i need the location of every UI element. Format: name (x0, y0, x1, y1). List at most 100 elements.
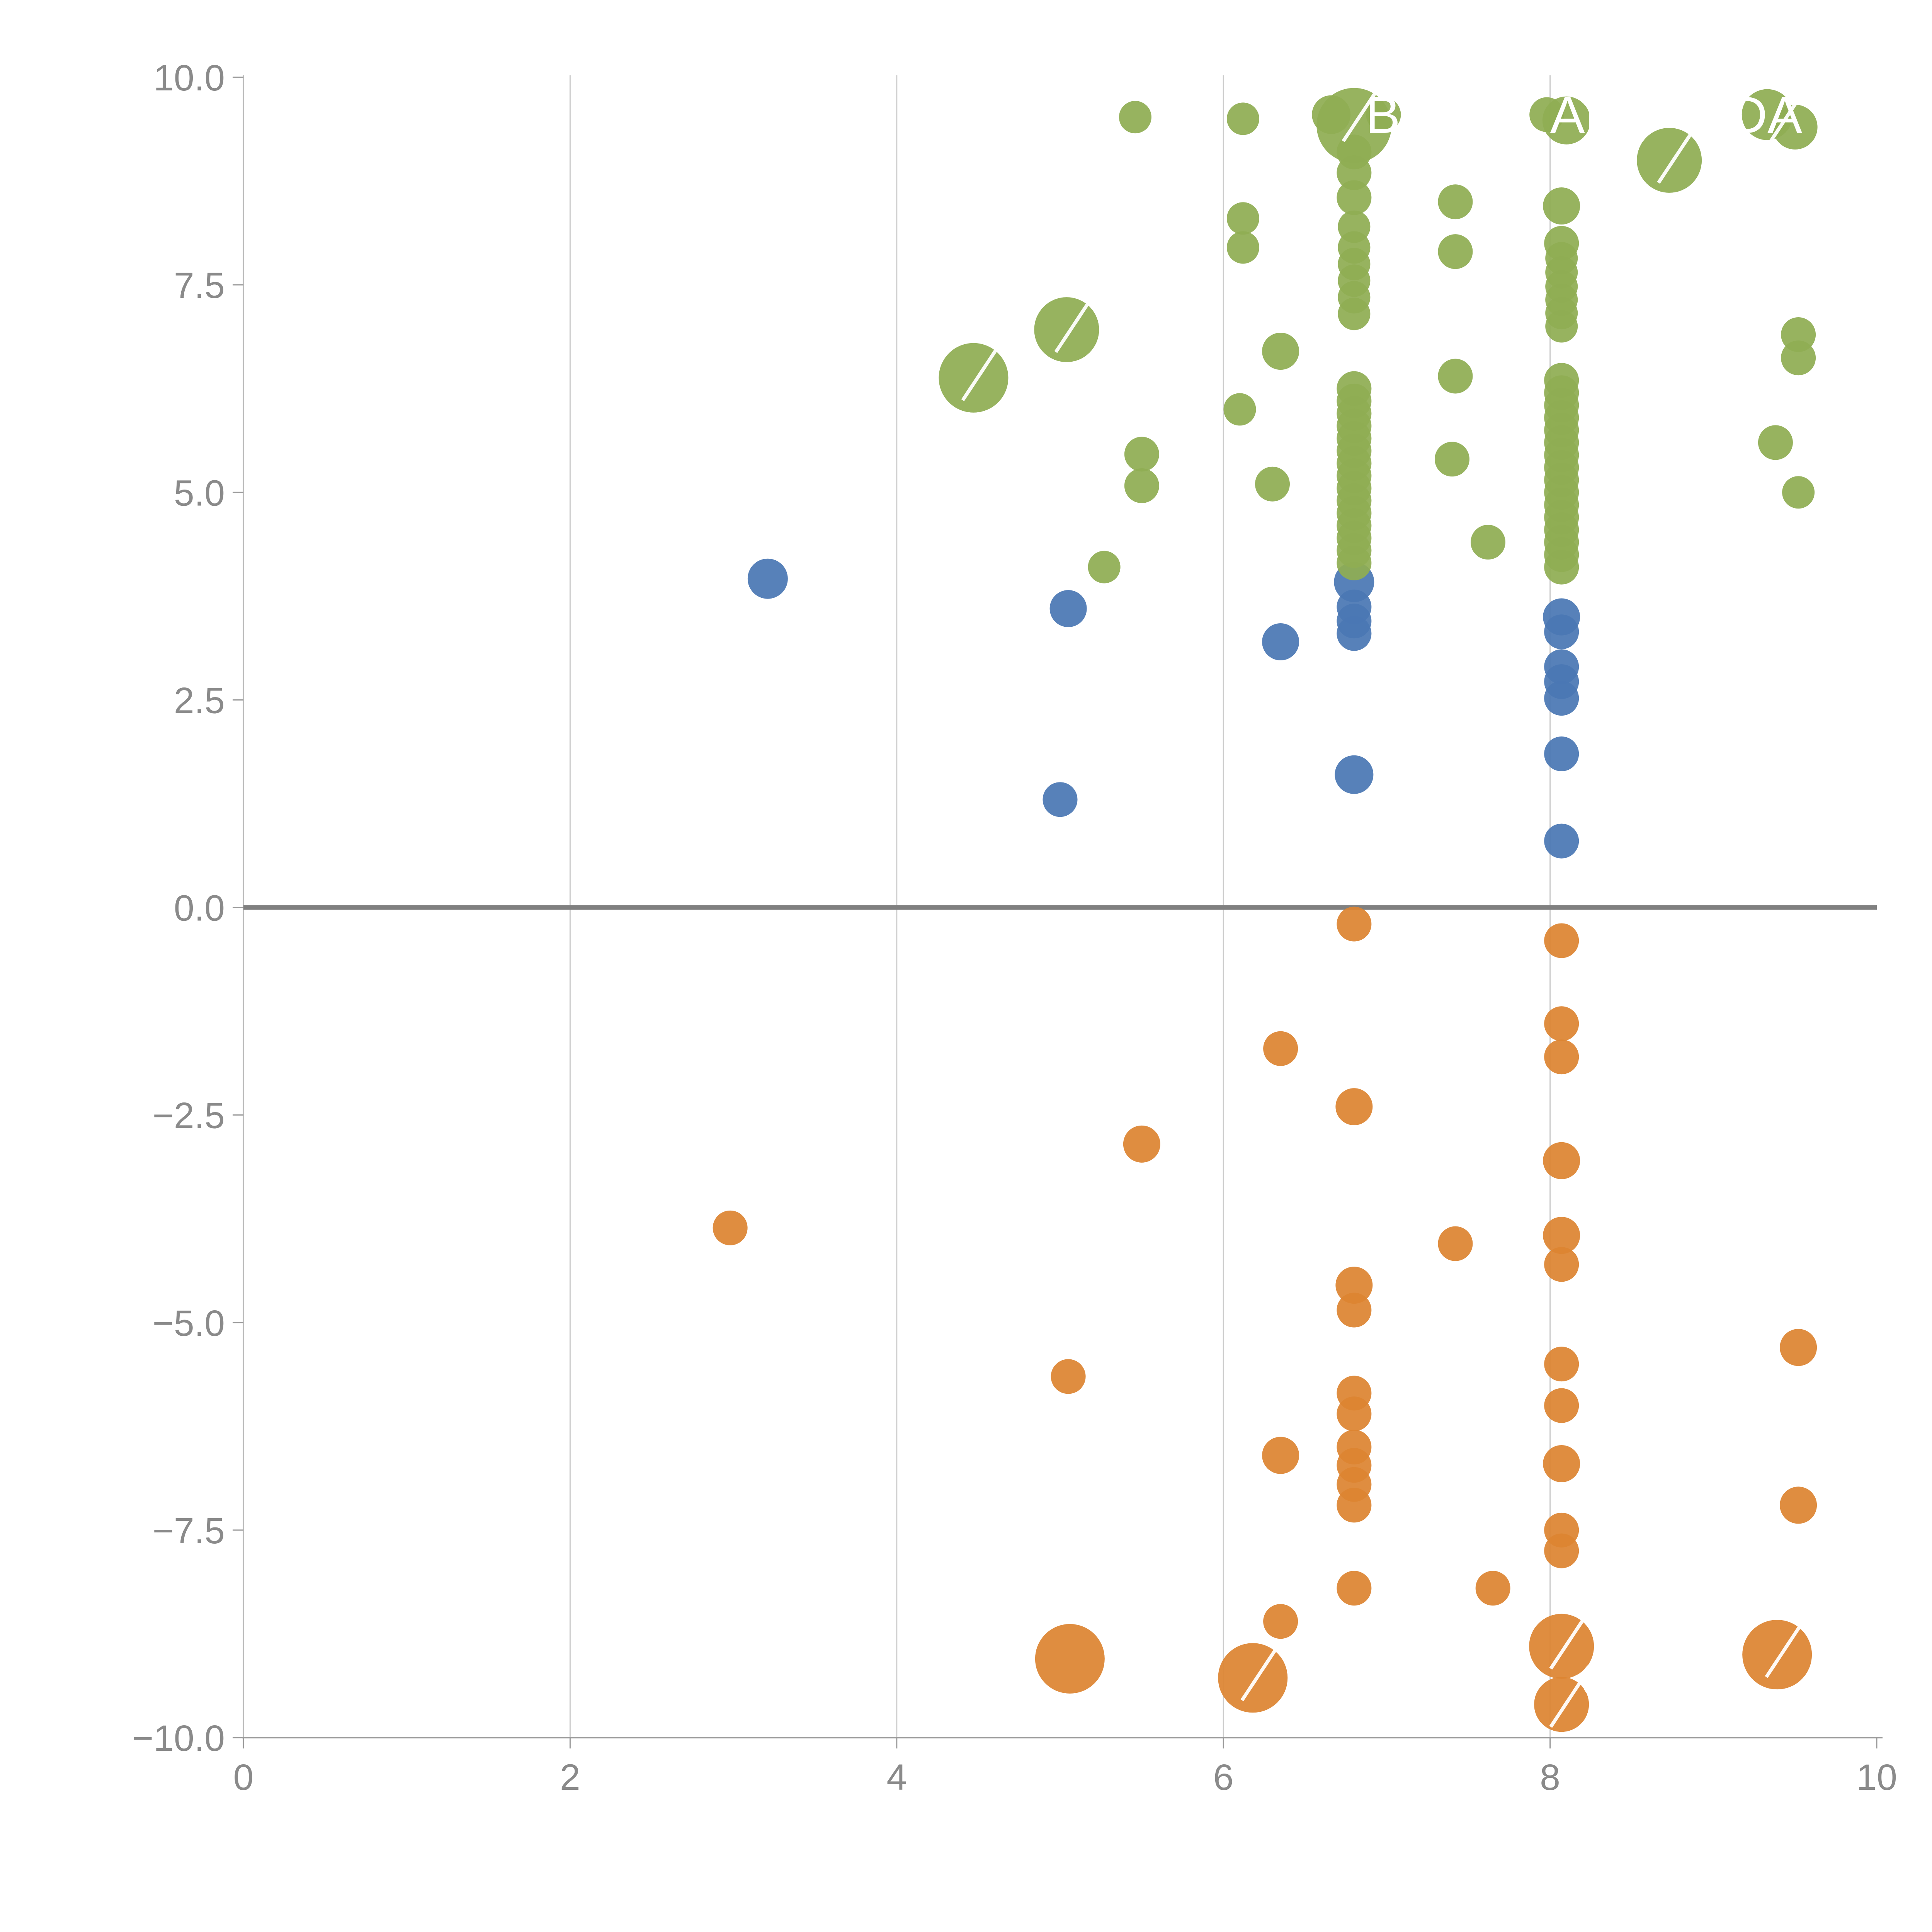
bubble (1544, 923, 1579, 958)
bubble (1470, 525, 1505, 560)
bubble (1434, 442, 1469, 477)
orange-series (713, 906, 1817, 1732)
bubble (1335, 755, 1374, 794)
bubble (1043, 782, 1078, 817)
leader-line (1766, 92, 1804, 146)
bubble (1035, 1624, 1105, 1694)
leader-line (1240, 1646, 1279, 1701)
bubble (1263, 1604, 1298, 1639)
bubble (1226, 102, 1259, 135)
bubble-label: C (1580, 1651, 1617, 1709)
bubble (1262, 333, 1299, 370)
bubble (1544, 1006, 1579, 1041)
bubble (1335, 1267, 1373, 1304)
x-tick-label: 10 (1856, 1757, 1897, 1798)
y-tick-label: −5.0 (152, 1303, 225, 1344)
leader-line (1765, 1623, 1803, 1678)
bubble (1544, 736, 1579, 772)
bubble (1543, 1445, 1580, 1482)
bubble-label: DA (1730, 86, 1803, 144)
bubble (1338, 298, 1371, 330)
bubble (1637, 128, 1702, 193)
bubble (1337, 1396, 1372, 1432)
bubble (1255, 466, 1290, 502)
bubble (1543, 1217, 1580, 1254)
y-tick-label: −2.5 (152, 1095, 225, 1136)
leader-line (961, 347, 999, 401)
axis-ticks: 0 2 4 6 8 10 −10.0 −7.5 −5.0 −2.5 0.0 2.5 5.0 7.5 10.0 (132, 58, 1897, 1798)
bubble (1544, 614, 1579, 650)
bubble (1337, 545, 1372, 580)
bubble (1124, 468, 1159, 503)
bubble (1772, 104, 1818, 150)
bubble (1544, 1388, 1579, 1423)
bubble (1123, 1125, 1160, 1163)
bubble (1088, 551, 1121, 583)
bubble (1758, 425, 1793, 460)
x-tick-label: 4 (886, 1757, 907, 1798)
bubble (747, 558, 788, 599)
bubble (1226, 202, 1259, 235)
y-tick-label: 2.5 (174, 680, 225, 721)
y-tick-label: 0.0 (174, 888, 225, 929)
bubble (1438, 184, 1473, 219)
bubble (1544, 1347, 1579, 1382)
bubble (1438, 234, 1473, 269)
bubble (1542, 96, 1590, 145)
bubble (1337, 155, 1372, 190)
bubble (1262, 1437, 1299, 1474)
x-tick-label: 0 (233, 1757, 254, 1798)
x-tick-label: 2 (560, 1757, 580, 1798)
bubble (1544, 1039, 1579, 1075)
bubble (939, 343, 1009, 413)
bubble (1475, 1571, 1510, 1606)
y-tick-label: 10.0 (153, 58, 225, 99)
bubble (1545, 310, 1578, 343)
bubble (1051, 1359, 1086, 1394)
leader-lines (961, 87, 1804, 1728)
bubble (1543, 1142, 1580, 1179)
bubble (1337, 616, 1372, 651)
bubble (1438, 1226, 1473, 1261)
blue-series (747, 558, 1580, 859)
bubble (1438, 359, 1473, 394)
leader-line (1549, 1615, 1587, 1670)
bubble (1034, 297, 1099, 362)
bubble (1226, 231, 1259, 264)
bubble (1782, 476, 1815, 509)
bubble (1544, 1247, 1579, 1282)
leader-line (1549, 1673, 1587, 1728)
bubble (1780, 1486, 1817, 1524)
bubble (1119, 101, 1151, 134)
bubble (1544, 823, 1579, 859)
bubble (1337, 906, 1372, 942)
bubble (1781, 340, 1816, 376)
bubble (1544, 549, 1579, 585)
bubble-labels: B AP DA C (1366, 86, 1802, 1709)
bubble (1544, 1533, 1579, 1568)
bubble (713, 1210, 748, 1245)
leader-line (1054, 298, 1092, 353)
bubble (1263, 1031, 1298, 1066)
bubble (1124, 437, 1159, 472)
bubble (1337, 1293, 1372, 1328)
bubble (1223, 393, 1256, 426)
bubble (1337, 1488, 1372, 1523)
y-tick-label: −10.0 (132, 1718, 225, 1759)
bubble (1049, 590, 1087, 628)
y-tick-label: −7.5 (152, 1510, 225, 1551)
x-tick-label: 8 (1540, 1757, 1560, 1798)
bubble (1780, 1329, 1817, 1366)
leader-line (1342, 87, 1380, 142)
bubble (1742, 1620, 1812, 1690)
bubble (1335, 1088, 1373, 1126)
bubble (1337, 180, 1372, 215)
bubble (1262, 623, 1299, 660)
x-tick-label: 6 (1213, 1757, 1234, 1798)
leader-line (1657, 129, 1695, 184)
y-tick-label: 7.5 (174, 265, 225, 306)
bubble (1218, 1643, 1288, 1713)
y-tick-label: 5.0 (174, 473, 225, 514)
